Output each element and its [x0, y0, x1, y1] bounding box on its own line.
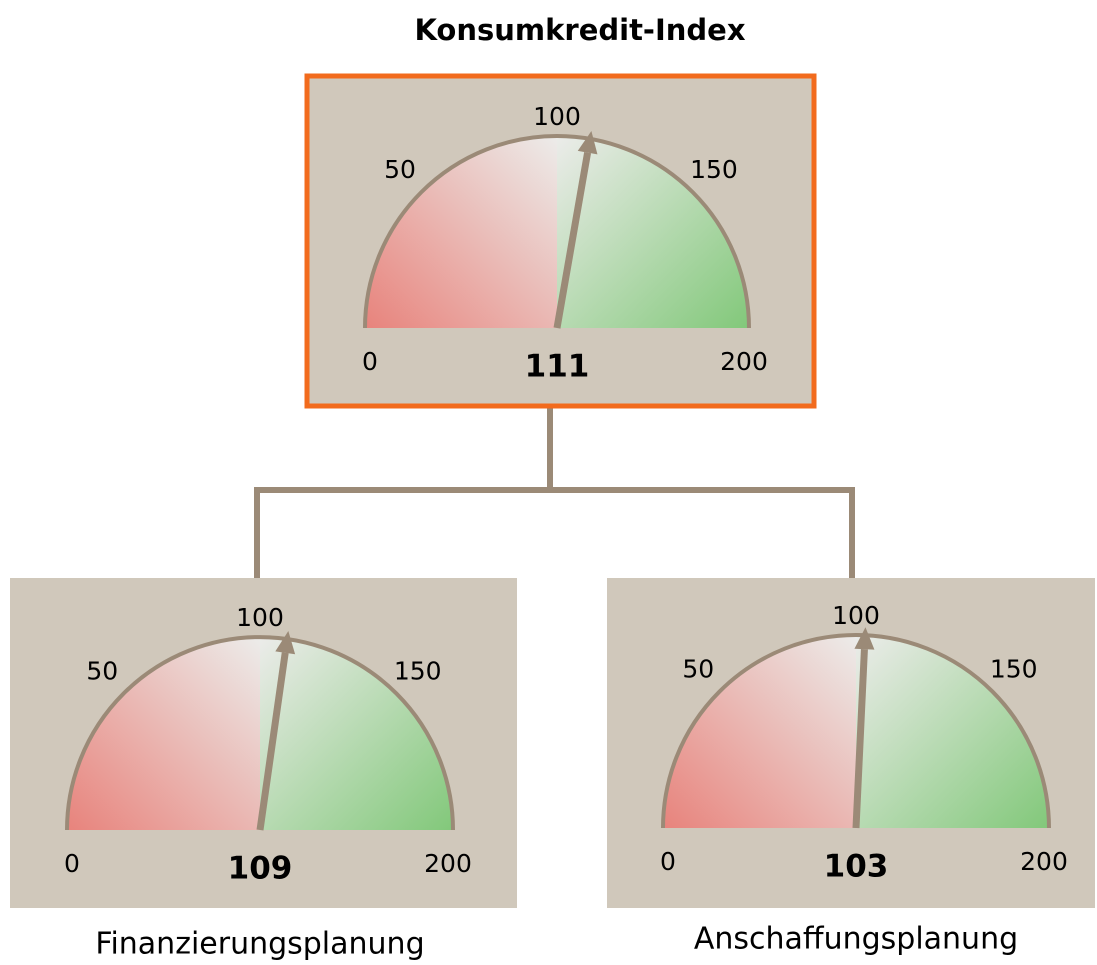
tick-label: 100 — [832, 601, 880, 630]
gauge-arc — [661, 633, 1051, 829]
needle-head — [577, 130, 598, 155]
needle-head — [275, 631, 296, 655]
tick-label: 150 — [990, 654, 1038, 683]
gauge-value: 109 — [228, 851, 293, 887]
gauge-face-right — [557, 136, 749, 328]
gauge-title: Anschaffungsplanung — [694, 922, 1018, 957]
gauge-arc — [363, 134, 751, 329]
needle — [256, 631, 296, 831]
tick-label: 150 — [690, 155, 738, 184]
tick-label: 100 — [236, 603, 284, 632]
tick-label: 200 — [424, 849, 472, 878]
gauge-value: 103 — [824, 849, 889, 885]
needle — [553, 130, 598, 329]
gauge-value: 111 — [525, 349, 590, 385]
gauge-arc — [65, 635, 455, 831]
gauge-title: Finanzierungsplanung — [95, 927, 424, 962]
tick-label: 150 — [394, 656, 442, 685]
tick-label: 0 — [64, 849, 80, 878]
tick-label: 200 — [1020, 847, 1068, 876]
needle-head — [854, 627, 875, 650]
gauge-title: Konsumkredit-Index — [414, 13, 745, 47]
needle — [852, 627, 875, 829]
needle-shaft — [256, 652, 289, 831]
tick-label: 50 — [682, 654, 714, 683]
tick-label: 0 — [362, 347, 378, 376]
gauge-face-right — [260, 637, 453, 830]
gauge-face-left — [663, 635, 856, 828]
gauge-face-left — [67, 637, 260, 830]
gauge-face-left — [365, 136, 557, 328]
tick-label: 100 — [533, 102, 581, 131]
tick-label: 200 — [720, 347, 768, 376]
tick-label: 50 — [86, 656, 118, 685]
needle-shaft — [553, 152, 592, 329]
tick-label: 50 — [384, 155, 416, 184]
tick-label: 0 — [660, 847, 676, 876]
gauge-face-right — [856, 635, 1049, 828]
connectors — [254, 408, 855, 580]
needle-shaft — [852, 649, 868, 829]
